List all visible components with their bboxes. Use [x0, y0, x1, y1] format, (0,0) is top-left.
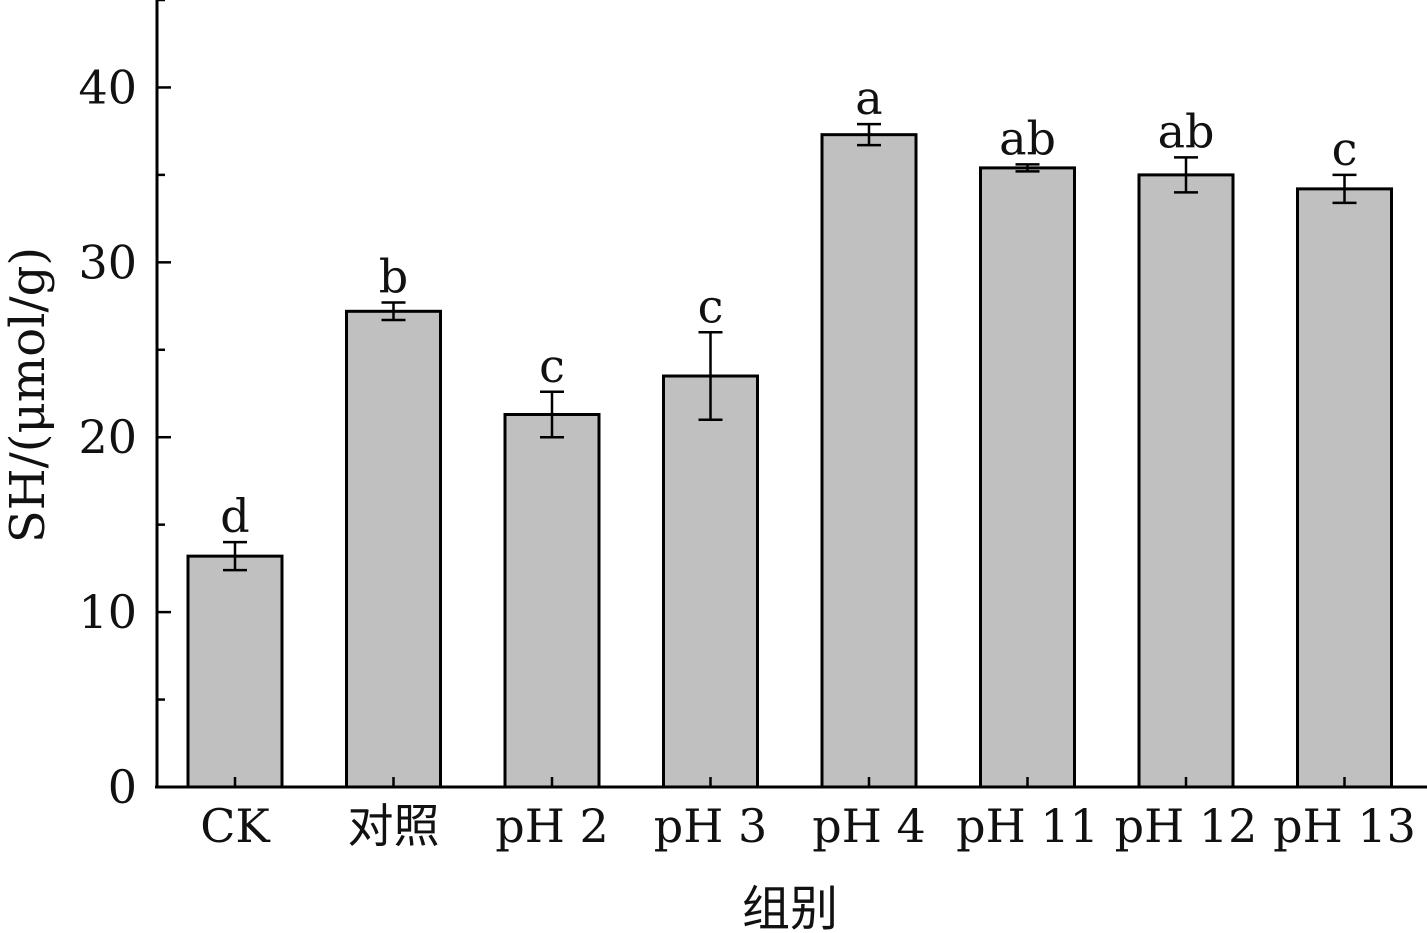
y-tick-label: 20	[78, 410, 137, 464]
significance-label: ab	[1158, 104, 1215, 158]
x-axis-title: 组别	[742, 881, 838, 933]
y-tick-label: 0	[108, 760, 137, 814]
bar-8	[1296, 187, 1393, 789]
category-label: pH 13	[1273, 799, 1416, 853]
bar-7	[1137, 173, 1235, 789]
significance-label: c	[698, 279, 724, 333]
category-label: pH 11	[956, 799, 1099, 853]
category-label: pH 2	[495, 799, 608, 853]
significance-label: d	[220, 489, 249, 543]
bar-1	[186, 554, 284, 789]
bar-2	[345, 309, 442, 789]
significance-label: a	[855, 71, 882, 125]
bar-3	[503, 412, 601, 789]
category-label: pH 3	[654, 799, 767, 853]
y-tick-label: 10	[78, 585, 137, 639]
category-label: pH 12	[1115, 799, 1258, 853]
significance-label: ab	[999, 111, 1056, 165]
y-axis-title: SH/(μmol/g)	[0, 247, 56, 543]
category-label: 对照	[348, 799, 440, 853]
category-label: pH 4	[812, 799, 925, 853]
category-label: CK	[200, 799, 271, 853]
y-tick-label: 40	[78, 60, 137, 114]
bar-6	[979, 166, 1076, 789]
y-tick-label: 30	[78, 235, 137, 289]
significance-label: c	[1332, 122, 1358, 176]
significance-label: c	[539, 339, 565, 393]
bar-4	[662, 374, 759, 789]
significance-label: b	[379, 250, 408, 304]
bar-5	[820, 133, 918, 789]
